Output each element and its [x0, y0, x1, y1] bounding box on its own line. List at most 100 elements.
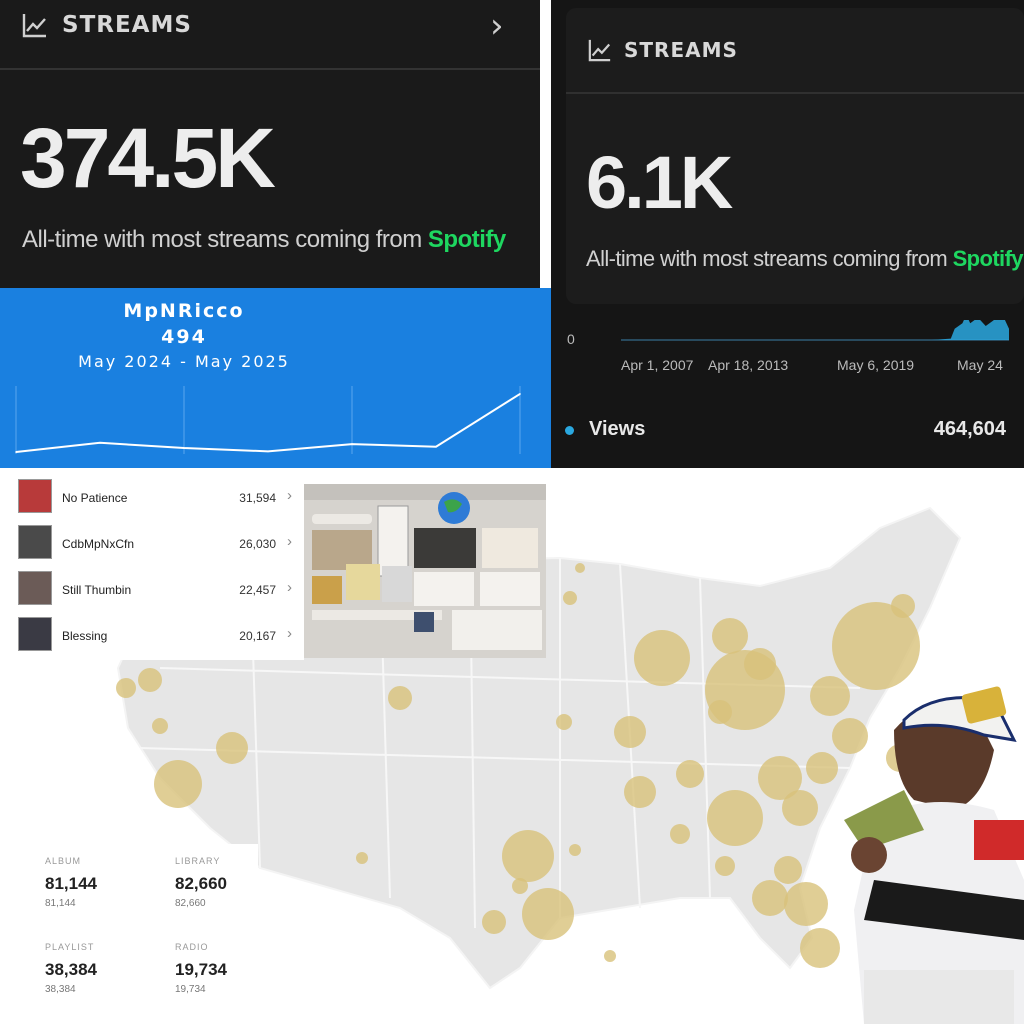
x-tick-label: May 24 [957, 357, 1003, 373]
listener-bubble [116, 678, 136, 698]
listener-bubble [810, 676, 850, 716]
views-row[interactable]: Views 464,604 [551, 404, 1024, 454]
album-art [18, 525, 52, 559]
trend-chart [15, 386, 521, 454]
listener-bubble [563, 591, 577, 605]
card-header[interactable]: STREAMS [566, 8, 1024, 94]
listener-bubble [774, 856, 802, 884]
source-name: Spotify [427, 226, 506, 253]
streams-card-right: STREAMS 6.1K All-time with most streams … [566, 8, 1024, 304]
listener-bubble [708, 700, 732, 724]
trend-point [351, 443, 353, 445]
card-title: STREAMS [62, 12, 192, 38]
subtitle-text: All-time with most streams coming from [586, 246, 953, 271]
artist-name: MpNRicco [123, 300, 245, 322]
stat-value: 81,144 [45, 874, 97, 893]
listener-bubble [502, 830, 554, 882]
listener-bubble [154, 760, 202, 808]
listener-bubble [707, 790, 763, 846]
chevron-right-icon[interactable]: › [287, 579, 292, 596]
chevron-right-icon[interactable]: › [287, 625, 292, 642]
listener-bubble [604, 950, 616, 962]
card-title: STREAMS [624, 38, 738, 62]
chevron-right-icon[interactable]: › [287, 533, 292, 550]
track-row[interactable]: CdbMpNxCfn 26,030 › [10, 520, 304, 566]
listener-bubble [388, 686, 412, 710]
chevron-right-icon[interactable]: › [287, 487, 292, 504]
track-count: 31,594 [239, 491, 276, 505]
listener-bubble [556, 714, 572, 730]
artist-photo [844, 686, 1024, 1024]
trend-series [15, 393, 521, 453]
x-tick-label: Apr 1, 2007 [621, 357, 694, 373]
stat-label: LIBRARY [175, 856, 221, 866]
line-chart-icon [588, 38, 612, 67]
album-art [18, 479, 52, 513]
blue-stats-card: MpNRicco 494 May 2024 - May 2025 [0, 288, 551, 468]
views-label: Views [589, 418, 646, 440]
track-name: CdbMpNxCfn [62, 537, 135, 551]
views-area-series [621, 320, 1009, 340]
card-header[interactable]: STREAMS › [0, 0, 540, 70]
listener-bubble [832, 602, 920, 690]
screen-illustration [304, 484, 546, 658]
subtitle-text: All-time with most streams coming from [22, 226, 428, 253]
track-row[interactable]: Still Thumbin 22,457 › [10, 566, 304, 612]
stat-sub: 82,660 [175, 898, 206, 909]
top-tracks-list: No Patience 31,594 › CdbMpNxCfn 26,030 ›… [10, 474, 304, 660]
stat-sub: 19,734 [175, 984, 206, 995]
listener-bubble [676, 760, 704, 788]
track-row[interactable]: Blessing 20,167 › [10, 612, 304, 658]
listener-bubble [138, 668, 162, 692]
streams-card-right-wrap: STREAMS 6.1K All-time with most streams … [551, 0, 1024, 468]
listener-bubble [614, 716, 646, 748]
stat-playlist: PLAYLIST 38,384 38,384 [45, 942, 165, 995]
listener-bubble [575, 563, 585, 573]
stat-label: RADIO [175, 942, 209, 952]
x-tick-labels: Apr 1, 2007 Apr 18, 2013 May 6, 2019 May 24 [621, 357, 1003, 373]
listener-bubble [782, 790, 818, 826]
trend-point [519, 393, 521, 395]
listener-bubble [356, 852, 368, 864]
track-count: 20,167 [239, 629, 276, 643]
x-tick-label: Apr 18, 2013 [708, 357, 788, 373]
source-stats-grid: ALBUM 81,144 81,144 LIBRARY 82,660 82,66… [10, 844, 258, 1004]
listener-count: 494 [161, 326, 207, 348]
listener-bubble [758, 756, 802, 800]
album-art [18, 617, 52, 651]
listener-bubble [216, 732, 248, 764]
views-area [621, 320, 1009, 340]
laptop-screen-photo [304, 484, 546, 658]
trend-point [15, 451, 17, 453]
trend-point [267, 450, 269, 453]
line-chart-icon [22, 12, 48, 43]
y-tick-label: 0 [567, 331, 575, 347]
listener-bubble [634, 630, 690, 686]
streams-card-left: STREAMS › 374.5K All-time with most stre… [0, 0, 540, 288]
listener-bubble [522, 888, 574, 940]
track-row[interactable]: No Patience 31,594 › [10, 474, 304, 520]
stat-label: ALBUM [45, 856, 82, 866]
chevron-right-icon[interactable]: › [490, 6, 504, 46]
stat-album: ALBUM 81,144 81,144 [45, 856, 165, 909]
views-value: 464,604 [933, 418, 1006, 440]
listener-bubble [712, 618, 748, 654]
stream-count: 6.1K [586, 141, 733, 224]
stream-count: 374.5K [20, 111, 276, 205]
track-name: Still Thumbin [62, 583, 132, 597]
listener-bubble [152, 718, 168, 734]
track-count: 26,030 [239, 537, 276, 551]
track-name: Blessing [62, 629, 108, 643]
stat-sub: 38,384 [45, 984, 76, 995]
stream-subtitle: All-time with most streams coming from S… [586, 246, 1024, 272]
chart-gridlines [15, 386, 521, 454]
listener-bubble [715, 856, 735, 876]
listener-bubble [806, 752, 838, 784]
legend-dot [565, 426, 574, 435]
stat-radio: RADIO 19,734 19,734 [175, 942, 295, 995]
trend-point [435, 445, 437, 448]
listener-bubble [891, 594, 915, 618]
listener-bubble [752, 880, 788, 916]
stat-library: LIBRARY 82,660 82,660 [175, 856, 295, 909]
listener-bubble [784, 882, 828, 926]
